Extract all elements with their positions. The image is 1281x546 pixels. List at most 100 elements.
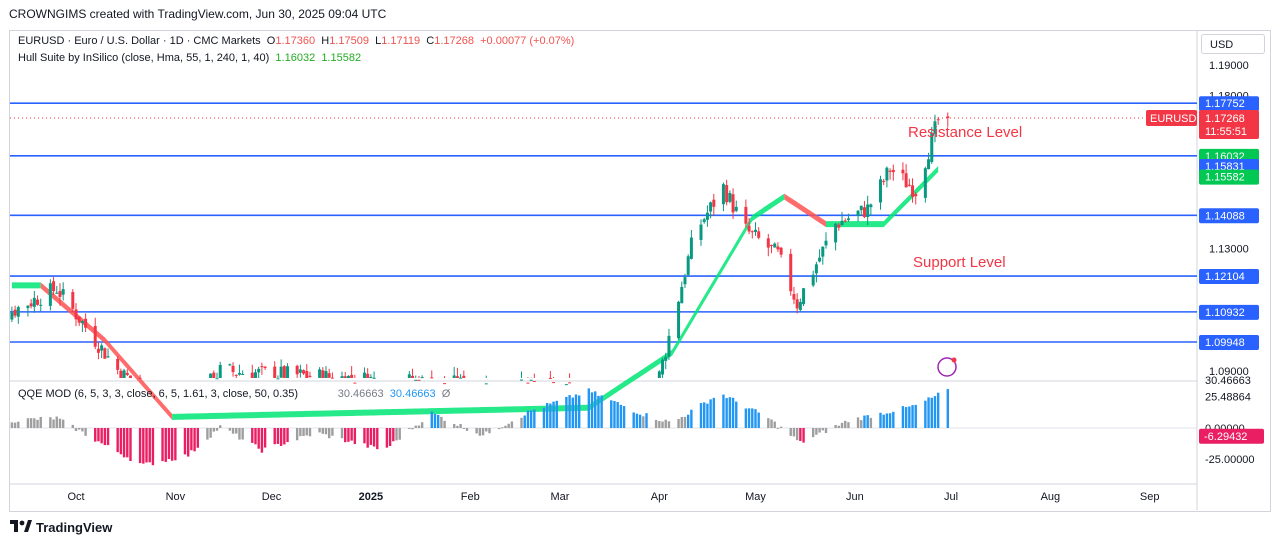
qqe-bar	[818, 428, 821, 433]
hull-label: Hull Suite by InSilico (close, Hma, 55, …	[18, 52, 270, 64]
candle-up	[237, 372, 241, 375]
qqe-bar	[654, 419, 658, 428]
qqe-bar	[174, 428, 177, 461]
candle-up	[689, 237, 693, 259]
candle-down	[36, 299, 40, 305]
qqe-value-2: 30.46663	[389, 388, 436, 400]
candle-down	[712, 199, 716, 207]
qqe-bar	[251, 428, 254, 443]
candle-up	[802, 288, 806, 305]
level-badge-text: 1.10932	[1205, 307, 1245, 319]
candle-down	[526, 382, 530, 384]
hull-ribbon-up	[11, 282, 41, 289]
qqe-bar	[81, 428, 84, 432]
qqe-bar	[869, 417, 873, 428]
candle-up	[257, 368, 261, 373]
qqe-bar	[276, 428, 280, 444]
qqe-bar	[908, 406, 911, 428]
candle-up	[452, 375, 456, 378]
candle-up	[484, 383, 488, 385]
qqe-bar	[344, 428, 347, 443]
qqe-bar	[690, 409, 693, 428]
qqe-bar	[228, 428, 232, 431]
candle-down	[13, 309, 17, 316]
level-badge	[1199, 269, 1259, 285]
qqe-bar	[744, 408, 748, 428]
candle-down	[29, 303, 33, 307]
candle-up	[878, 179, 882, 203]
currency-button[interactable]: USD	[1201, 34, 1265, 54]
candle-up	[26, 305, 30, 309]
level-badge-text: 1.14088	[1205, 210, 1245, 222]
candle-down	[532, 380, 536, 382]
chart-attribution: CROWNGIMS created with TradingView.com, …	[9, 7, 387, 21]
candle-down	[789, 253, 793, 292]
qqe-bar	[856, 417, 860, 428]
qqe-bar	[930, 397, 933, 428]
tradingview-footer[interactable]: TradingView	[10, 520, 112, 535]
qqe-axis-tick-partial: 30.46663	[1205, 375, 1251, 387]
qqe-bar	[936, 392, 940, 428]
candle-up	[10, 312, 14, 320]
tradingview-logo-icon	[10, 520, 32, 535]
candle-down	[263, 366, 267, 368]
candle-down	[125, 372, 129, 375]
qqe-bar	[879, 412, 882, 428]
event-marker-icon[interactable]	[937, 357, 957, 377]
qqe-bar	[436, 414, 440, 428]
qqe-indicator-legend[interactable]: QQE MOD (6, 5, 3, 3, close, 6, 5, 1.61, …	[18, 388, 450, 400]
candle-down	[779, 247, 783, 255]
qqe-bar	[161, 428, 164, 462]
candle-up	[680, 286, 684, 304]
candle-up	[55, 292, 59, 294]
candle-up	[241, 373, 245, 375]
symbol-badge-text: EURUSD	[1150, 113, 1197, 125]
qqe-bar	[770, 419, 773, 428]
qqe-bar	[273, 428, 276, 445]
hull-ribbon-up	[826, 166, 939, 228]
candle-up	[459, 377, 463, 379]
qqe-bar	[776, 427, 780, 429]
candle-down	[305, 371, 309, 378]
candle-up	[859, 205, 863, 211]
qqe-bar	[597, 395, 600, 428]
candle-down	[911, 185, 915, 197]
hull-ribbon-up	[172, 193, 785, 420]
qqe-bar	[594, 391, 597, 428]
qqe-bar	[658, 421, 661, 428]
candle-up	[318, 369, 322, 378]
qqe-bar	[811, 428, 815, 438]
time-axis-label: Sep	[1140, 491, 1160, 503]
high-value: 1.17509	[329, 35, 369, 47]
qqe-bar	[642, 416, 645, 428]
hull-value-1: 1.16032	[275, 52, 316, 64]
qqe-bar	[475, 428, 478, 434]
candle-up	[298, 369, 302, 373]
qqe-bar	[703, 402, 706, 428]
candle-up	[228, 364, 232, 366]
candle-down	[888, 170, 892, 172]
candle-up	[657, 371, 661, 378]
qqe-bar	[212, 428, 216, 432]
qqe-bar	[71, 424, 74, 428]
hull-indicator-legend[interactable]: Hull Suite by InSilico (close, Hma, 55, …	[18, 52, 361, 64]
candle-up	[773, 243, 777, 248]
qqe-bar	[847, 422, 850, 428]
qqe-bar	[549, 403, 552, 428]
qqe-bar	[860, 420, 863, 428]
candle-down	[71, 292, 75, 309]
candle-down	[747, 225, 751, 232]
qqe-bar	[453, 424, 456, 428]
candle-down	[770, 244, 774, 246]
qqe-bar	[613, 400, 616, 428]
qqe-value-badge	[1199, 428, 1264, 444]
qqe-bar	[863, 415, 866, 428]
candle-down	[757, 231, 761, 238]
qqe-bar	[84, 428, 87, 436]
candle-down	[93, 325, 97, 347]
candle-down	[946, 116, 950, 118]
qqe-bar	[279, 428, 283, 446]
candle-down	[138, 377, 142, 379]
qqe-bar	[36, 419, 39, 428]
